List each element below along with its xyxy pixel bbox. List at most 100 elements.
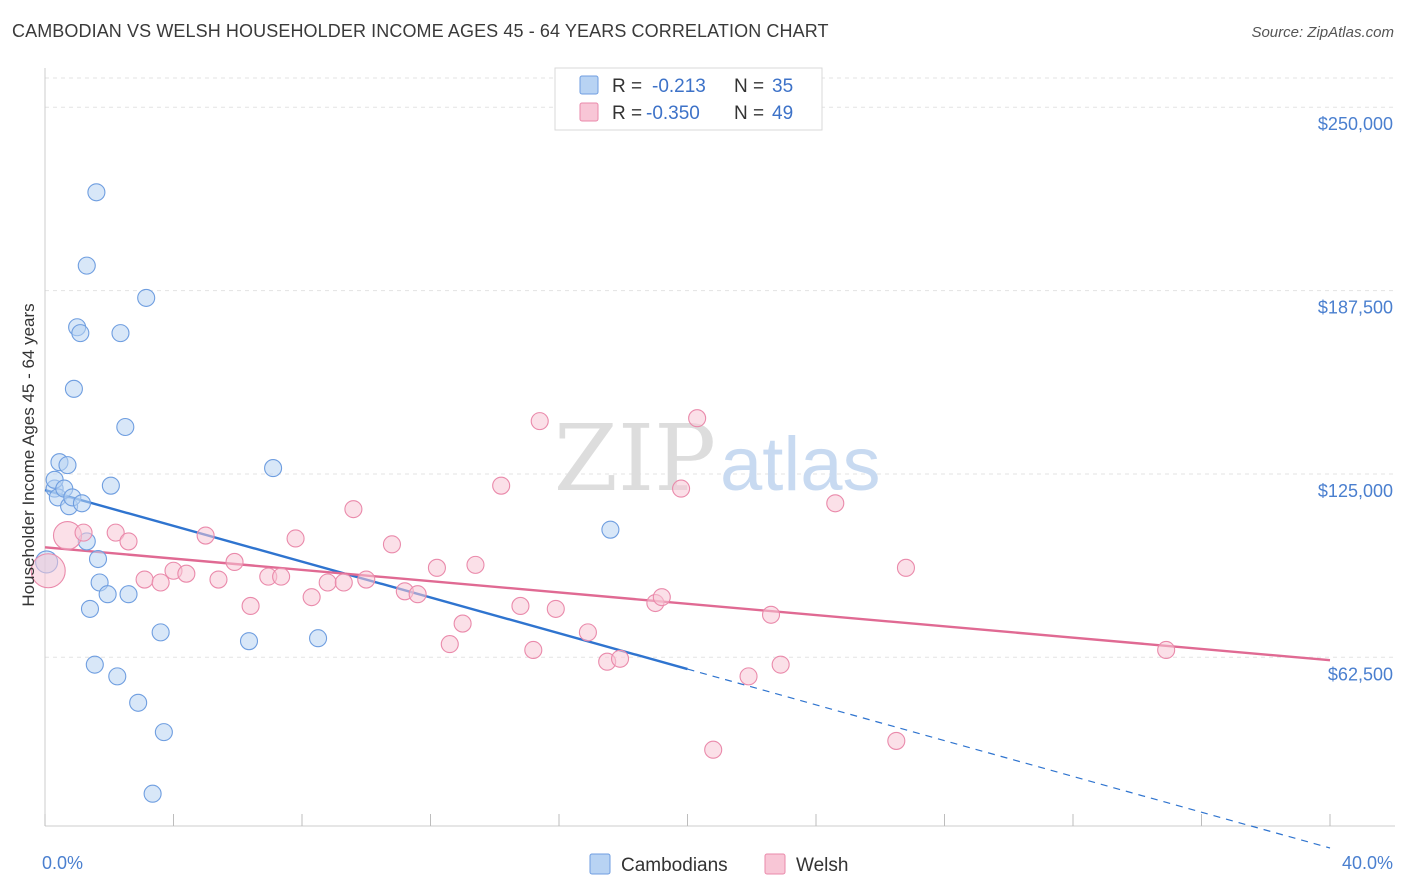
point-welsh-16: [302, 588, 321, 607]
point-welsh-23: [408, 585, 427, 604]
point-welsh-8: [177, 564, 196, 583]
point-welsh-41: [739, 667, 758, 686]
point-welsh-32: [546, 599, 565, 618]
data-points: [30, 183, 1176, 803]
point-welsh-47: [1157, 640, 1176, 660]
y-tick-label-2: $187,500: [1318, 298, 1393, 318]
point-welsh-29: [511, 596, 530, 616]
point-welsh-44: [826, 494, 845, 513]
point-welsh-26: [453, 614, 472, 633]
point-welsh-3: [106, 523, 125, 542]
point-welsh-5: [135, 570, 154, 589]
bottom-legend-swatch-cambodians: [589, 853, 611, 875]
legend-n-label-1: N =: [734, 76, 764, 97]
legend-n-value-2: 49: [772, 103, 793, 124]
point-cambodians-17: [87, 183, 106, 202]
axes: [44, 68, 1395, 827]
point-welsh-15: [286, 529, 305, 548]
point-cambodians-18: [88, 549, 108, 569]
legend-n-value-1: 35: [772, 76, 793, 97]
point-welsh-39: [688, 409, 707, 428]
point-cambodians-29: [151, 623, 170, 642]
y-axis-label: Householder Income Ages 45 - 64 years: [19, 303, 38, 606]
point-welsh-14: [272, 567, 291, 586]
bottom-legend-swatch-welsh: [764, 853, 786, 875]
point-welsh-38: [672, 479, 691, 498]
point-cambodians-34: [601, 520, 620, 539]
point-welsh-0: [30, 553, 66, 589]
point-welsh-27: [466, 555, 485, 574]
point-welsh-33: [578, 623, 597, 642]
point-welsh-31: [530, 412, 549, 431]
trend-line-welsh: [44, 546, 1331, 662]
point-cambodians-16: [85, 655, 104, 674]
point-welsh-18: [334, 573, 353, 592]
point-welsh-17: [318, 573, 337, 592]
point-cambodians-13: [77, 256, 96, 275]
chart-title: CAMBODIAN VS WELSH HOUSEHOLDER INCOME AG…: [12, 21, 829, 41]
point-welsh-11: [225, 552, 244, 572]
point-cambodians-9: [64, 379, 83, 398]
legend-swatch-cambodians: [579, 75, 599, 95]
point-cambodians-33: [309, 629, 328, 648]
point-cambodians-25: [119, 585, 138, 604]
bottom-legend: Cambodians Welsh: [589, 853, 848, 876]
point-welsh-9: [196, 526, 215, 545]
grid-lines: [45, 77, 1395, 658]
point-welsh-37: [652, 588, 671, 607]
source-credit: Source: ZipAtlas.com: [1251, 24, 1394, 41]
point-welsh-24: [427, 558, 446, 577]
point-cambodians-32: [264, 459, 283, 478]
point-welsh-46: [896, 558, 916, 577]
point-cambodians-31: [239, 632, 259, 651]
x-tick-label-end: 40.0%: [1342, 853, 1393, 873]
point-cambodians-21: [101, 476, 120, 495]
y-tick-labels: $62,500 $125,000 $187,500 $250,000: [1318, 114, 1393, 684]
point-welsh-2: [74, 523, 93, 542]
point-cambodians-15: [80, 599, 100, 618]
watermark: ZIP atlas: [554, 405, 881, 512]
point-welsh-40: [704, 740, 723, 759]
point-welsh-35: [610, 649, 630, 668]
point-cambodians-12: [72, 494, 91, 513]
bottom-legend-label-cambodians: Cambodians: [621, 855, 728, 876]
bottom-legend-label-welsh: Welsh: [796, 855, 848, 876]
point-welsh-12: [241, 596, 260, 616]
watermark-atlas: atlas: [720, 422, 881, 507]
legend-swatch-welsh: [579, 102, 599, 122]
point-cambodians-20: [98, 585, 117, 604]
point-cambodians-22: [108, 667, 127, 686]
legend-r-value-1: -0.213: [652, 76, 706, 97]
point-welsh-42: [761, 605, 781, 624]
point-welsh-43: [771, 655, 790, 674]
legend-r-value-2: -0.350: [646, 103, 700, 124]
point-welsh-45: [887, 731, 906, 750]
y-tick-label-3: $250,000: [1318, 114, 1393, 134]
point-cambodians-27: [137, 288, 156, 307]
watermark-zip: ZIP: [554, 405, 716, 512]
point-cambodians-24: [116, 417, 135, 437]
point-welsh-6: [151, 573, 170, 592]
legend-n-label-2: N =: [734, 103, 764, 124]
y-tick-label-1: $125,000: [1318, 481, 1393, 501]
point-welsh-30: [524, 640, 543, 660]
legend: R = -0.213 N = 35 R = -0.350 N = 49: [554, 67, 823, 131]
trend-lines: [44, 488, 1331, 849]
point-cambodians-28: [143, 784, 162, 803]
point-welsh-28: [492, 476, 511, 495]
point-welsh-10: [209, 570, 228, 589]
legend-r-label-1: R =: [612, 76, 642, 97]
point-cambodians-6: [58, 456, 77, 475]
x-tick-label-start: 0.0%: [42, 853, 83, 873]
y-tick-label-0: $62,500: [1328, 664, 1393, 684]
point-cambodians-11: [71, 324, 90, 343]
point-cambodians-26: [129, 693, 148, 712]
trend-line-cambodians-extension: [687, 668, 1331, 849]
point-cambodians-23: [111, 324, 130, 343]
point-cambodians-30: [154, 723, 173, 742]
x-tick-labels: 0.0% 40.0%: [42, 853, 1393, 873]
legend-r-label-2: R =: [612, 103, 642, 124]
point-welsh-19: [344, 500, 363, 519]
point-welsh-4: [119, 532, 138, 551]
